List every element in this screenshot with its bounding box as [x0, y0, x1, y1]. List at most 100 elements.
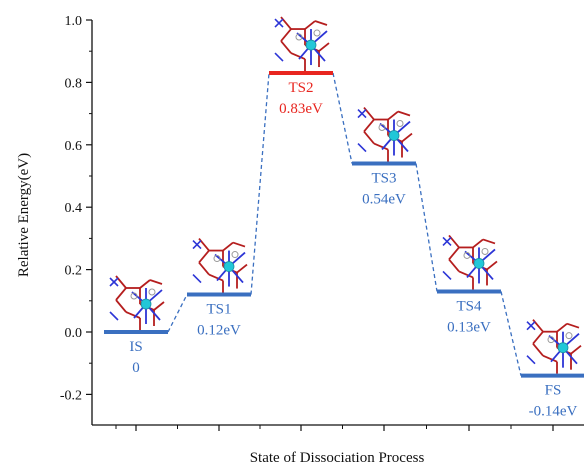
red-bond	[482, 238, 496, 245]
state-name-ts4: TS4	[456, 298, 482, 314]
blue-bond	[526, 355, 536, 365]
state-energy-ts2: 0.83eV	[279, 101, 323, 117]
red-bond	[232, 241, 246, 248]
red-bond	[290, 52, 306, 60]
red-bond	[532, 343, 544, 357]
red-bond	[566, 322, 580, 329]
red-bond	[570, 344, 582, 355]
hydrogen-atom	[481, 247, 489, 255]
hydrogen-atom	[378, 124, 386, 132]
hydrogen-atom	[213, 255, 221, 263]
state-name-ts1: TS1	[206, 302, 231, 318]
connectors	[167, 72, 522, 376]
red-bond	[314, 20, 328, 26]
red-bond	[115, 287, 127, 301]
blue-bond	[109, 311, 119, 321]
structure-model-fs	[526, 319, 582, 374]
red-bond	[318, 42, 330, 52]
state-energy-is: 0	[132, 360, 140, 376]
state-name-is: IS	[129, 339, 142, 355]
red-bond	[304, 20, 316, 30]
red-bond	[153, 301, 165, 311]
blue-bond	[357, 142, 367, 153]
red-bond	[198, 249, 210, 264]
state-name-ts2: TS2	[288, 80, 313, 96]
blue-bond	[526, 321, 536, 331]
state-energy-ts1: 0.12eV	[197, 323, 241, 339]
red-bond	[280, 40, 292, 54]
structure-model-ts4	[442, 234, 498, 290]
energy-levels	[104, 71, 584, 378]
connector-line	[500, 291, 522, 376]
y-tick-label: 1.0	[65, 14, 83, 29]
blue-bond	[274, 52, 284, 62]
hydrogen-atom	[231, 251, 239, 259]
red-bond	[125, 311, 141, 319]
red-bond	[397, 110, 411, 117]
hydrogen-atom	[463, 251, 471, 259]
state-name-ts3: TS3	[371, 171, 396, 187]
red-bond	[472, 238, 484, 249]
structure-model-ts1	[192, 237, 248, 293]
state-energy-ts4: 0.13eV	[447, 319, 491, 335]
connector-line	[167, 294, 188, 333]
y-tick-label: 0.0	[65, 326, 83, 341]
y-tick-label: 0.6	[65, 139, 83, 154]
metal-atom	[140, 298, 152, 310]
red-bond	[198, 261, 210, 276]
hydrogen-atom	[547, 336, 555, 344]
red-bond	[280, 28, 292, 42]
metal-atom	[557, 342, 569, 354]
blue-bond	[442, 270, 452, 281]
red-bond	[115, 299, 127, 313]
hydrogen-atom	[396, 120, 404, 128]
state-energy-fs: -0.14eV	[529, 404, 578, 420]
red-bond	[139, 279, 151, 289]
hydrogen-atom	[565, 332, 573, 340]
red-bond	[556, 322, 568, 333]
red-bond	[149, 279, 163, 285]
y-tick-label: 0.2	[65, 264, 83, 279]
y-tick-label: 0.8	[65, 76, 83, 91]
blue-bond	[357, 108, 367, 119]
x-axis-title: State of Dissociation Process	[250, 450, 425, 466]
state-labels: IS 0 TS1 0.12eV TS2 0.83eV TS3 0.54eV TS4 0.13eV F…	[129, 80, 577, 420]
red-bond	[387, 110, 399, 121]
metal-atom	[388, 130, 400, 141]
connector-line	[250, 72, 270, 295]
structure-model-ts3	[357, 106, 413, 162]
blue-bond	[274, 18, 284, 28]
hydrogen-atom	[130, 292, 138, 300]
hydrogen-atom	[313, 29, 321, 37]
connector-line	[332, 72, 353, 164]
blue-bond	[192, 239, 202, 250]
blue-bond	[442, 236, 452, 247]
y-tick-label: 0.4	[65, 201, 83, 216]
red-bond	[401, 132, 413, 143]
y-tick-label: -0.2	[60, 388, 82, 403]
blue-bond	[109, 277, 119, 287]
red-bond	[236, 263, 248, 274]
red-bond	[448, 246, 460, 261]
axes: 1.0 0.8 0.6 0.4 0.2 0.0 -0.2	[60, 14, 584, 431]
y-axis-title: Relative Energy(eV)	[16, 153, 32, 277]
red-bond	[363, 118, 375, 133]
metal-atom	[473, 258, 485, 269]
red-bond	[448, 258, 460, 273]
red-bond	[542, 354, 558, 363]
red-bond	[486, 260, 498, 271]
red-bond	[373, 142, 389, 151]
metal-atom	[305, 39, 317, 51]
structure-model-is	[109, 275, 165, 330]
blue-bond	[192, 273, 202, 284]
hydrogen-atom	[295, 33, 303, 41]
hydrogen-atom	[148, 288, 156, 296]
structure-model-ts2	[274, 16, 330, 72]
metal-atom	[223, 261, 235, 272]
red-bond	[363, 130, 375, 145]
structure-insets	[109, 16, 582, 374]
red-bond	[208, 273, 224, 282]
state-energy-ts3: 0.54eV	[362, 192, 406, 208]
red-bond	[222, 241, 234, 252]
